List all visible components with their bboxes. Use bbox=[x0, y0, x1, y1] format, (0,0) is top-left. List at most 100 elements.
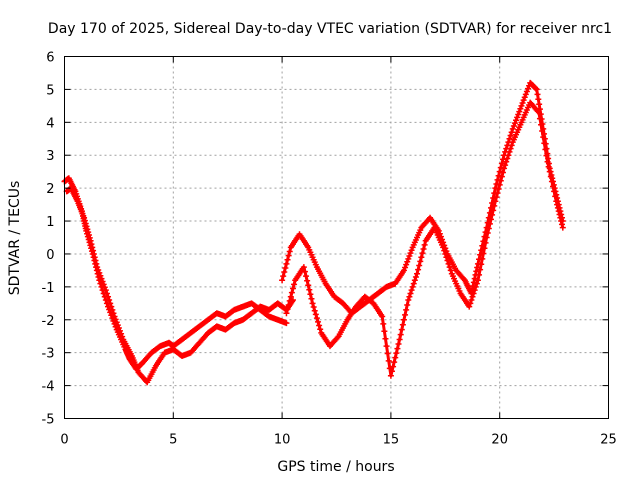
data-point bbox=[315, 318, 322, 325]
data-point bbox=[283, 310, 290, 317]
data-point bbox=[399, 321, 406, 328]
data-point bbox=[282, 264, 289, 271]
data-point bbox=[305, 282, 312, 289]
data-point bbox=[489, 211, 496, 218]
y-tick-label: 5 bbox=[46, 83, 54, 98]
data-point bbox=[520, 97, 527, 104]
data-point bbox=[312, 311, 319, 318]
data-point bbox=[83, 223, 90, 230]
data-point bbox=[442, 250, 449, 257]
data-point bbox=[107, 300, 114, 307]
data-point bbox=[556, 211, 563, 218]
x-tick-label: 20 bbox=[491, 433, 508, 448]
data-point bbox=[471, 287, 478, 294]
x-tick-label: 15 bbox=[383, 433, 400, 448]
data-point bbox=[474, 277, 481, 284]
data-point bbox=[521, 94, 528, 101]
data-point bbox=[406, 253, 413, 260]
data-point bbox=[493, 194, 500, 201]
data-point bbox=[285, 301, 292, 308]
data-point bbox=[400, 267, 407, 274]
data-point bbox=[410, 280, 417, 287]
plot-frame bbox=[64, 56, 609, 419]
data-point bbox=[286, 248, 293, 255]
data-point bbox=[90, 250, 97, 257]
data-point bbox=[411, 277, 418, 284]
data-point bbox=[472, 283, 479, 290]
data-point bbox=[81, 217, 88, 224]
data-point bbox=[508, 129, 515, 136]
data-point bbox=[468, 297, 475, 304]
data-point bbox=[552, 193, 559, 200]
data-point bbox=[284, 256, 291, 263]
data-point bbox=[554, 204, 561, 211]
data-point bbox=[414, 270, 421, 277]
x-axis-title: GPS time / hours bbox=[277, 459, 394, 475]
data-point bbox=[535, 96, 542, 103]
axis-ticks bbox=[64, 56, 609, 419]
data-point bbox=[440, 244, 447, 251]
y-tick-label: 0 bbox=[46, 248, 54, 263]
x-tick-label: 5 bbox=[169, 433, 177, 448]
data-point bbox=[486, 220, 493, 227]
data-point bbox=[498, 173, 505, 180]
data-point bbox=[280, 273, 287, 280]
data-point bbox=[536, 101, 543, 108]
data-point bbox=[286, 297, 293, 304]
data-point bbox=[498, 160, 505, 167]
data-point bbox=[519, 99, 526, 106]
data-point bbox=[514, 114, 521, 121]
x-tick-label: 0 bbox=[60, 433, 68, 448]
data-point bbox=[92, 257, 99, 264]
data-point bbox=[466, 303, 473, 310]
data-point bbox=[114, 322, 121, 329]
data-point bbox=[407, 290, 414, 297]
data-point bbox=[94, 264, 101, 271]
data-point bbox=[307, 291, 314, 298]
data-point bbox=[548, 178, 555, 185]
data-point bbox=[89, 244, 96, 251]
data-point bbox=[504, 155, 511, 162]
data-point bbox=[109, 306, 116, 313]
data-point bbox=[544, 158, 551, 165]
data-point bbox=[540, 134, 547, 141]
data-point bbox=[88, 241, 95, 248]
data-point bbox=[119, 333, 126, 340]
data-point bbox=[554, 201, 561, 208]
data-point bbox=[398, 326, 405, 333]
data-point bbox=[550, 183, 557, 190]
data-point bbox=[287, 293, 294, 300]
y-tick-label: -5 bbox=[42, 413, 55, 428]
data-point bbox=[403, 306, 410, 313]
series-track-b bbox=[63, 185, 296, 386]
data-point bbox=[419, 250, 426, 257]
x-tick-label: 10 bbox=[274, 433, 291, 448]
data-point bbox=[534, 91, 541, 98]
data-point bbox=[334, 334, 341, 341]
data-point bbox=[483, 234, 490, 241]
data-point bbox=[306, 286, 313, 293]
data-point bbox=[95, 266, 102, 273]
data-point bbox=[558, 218, 565, 225]
data-point bbox=[555, 208, 562, 215]
data-point bbox=[541, 140, 548, 147]
data-point bbox=[118, 330, 125, 337]
data-point bbox=[291, 281, 298, 288]
data-point bbox=[283, 260, 290, 267]
data-point bbox=[505, 152, 512, 159]
data-point bbox=[86, 234, 93, 241]
data-point bbox=[487, 216, 494, 223]
data-point bbox=[469, 293, 476, 300]
data-point bbox=[396, 336, 403, 343]
data-point bbox=[484, 229, 491, 236]
x-tick-label: 25 bbox=[600, 433, 617, 448]
data-point bbox=[381, 328, 388, 335]
data-point bbox=[403, 261, 410, 268]
data-point bbox=[513, 117, 520, 124]
data-point bbox=[558, 221, 565, 228]
data-point bbox=[317, 326, 324, 333]
data-point bbox=[507, 132, 514, 139]
y-tick-label: 4 bbox=[46, 116, 54, 131]
data-point bbox=[494, 190, 501, 197]
data-point bbox=[311, 307, 318, 314]
